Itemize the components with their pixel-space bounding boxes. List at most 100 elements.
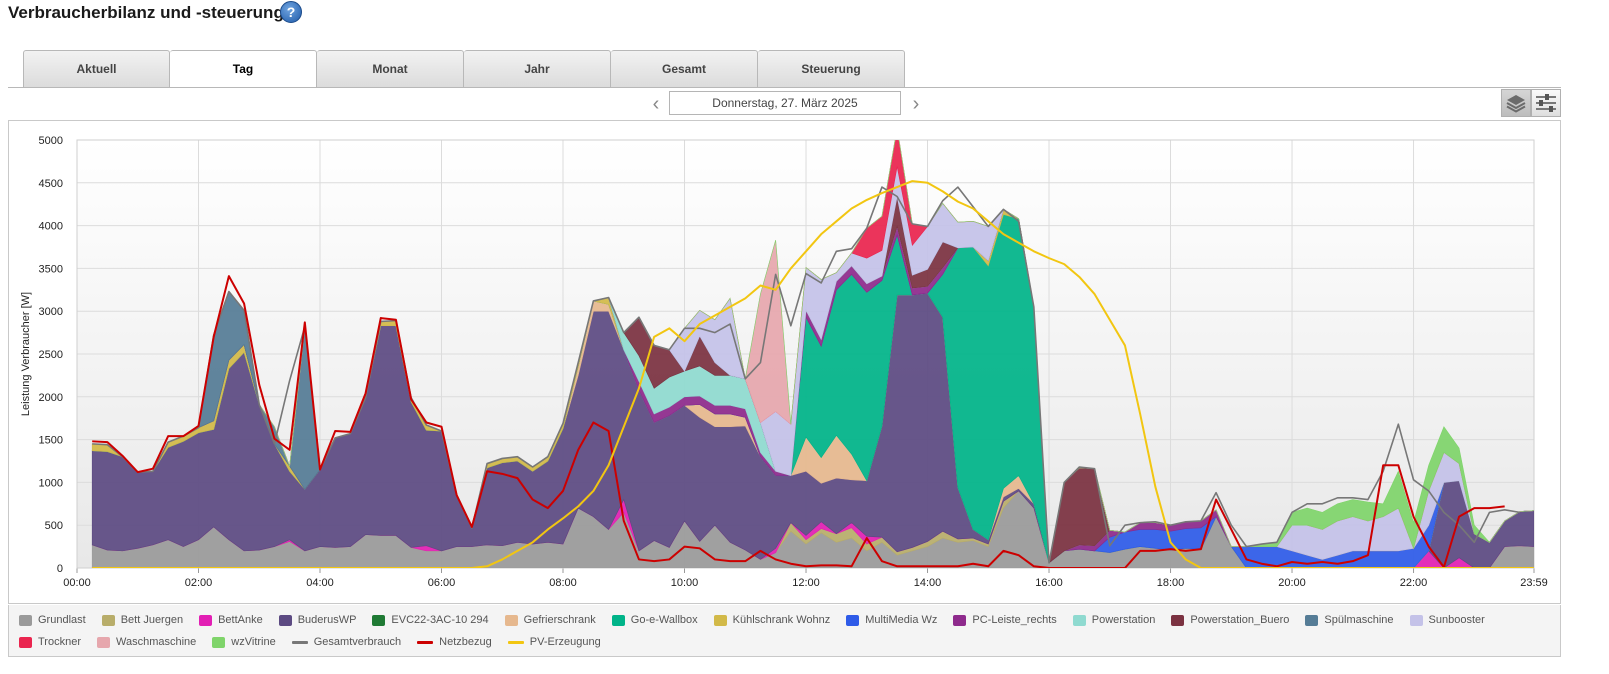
legend-swatch: [101, 614, 115, 626]
line-gesamtverbrauch: [92, 186, 1520, 564]
legend-item-gefrierschrank[interactable]: Gefrierschrank: [504, 613, 596, 627]
legend-label: Gesamtverbrauch: [313, 636, 402, 648]
legend-item-buderuswp[interactable]: BuderusWP: [278, 613, 357, 627]
tab-jahr[interactable]: Jahr: [464, 50, 611, 88]
x-tick-label-3: 06:00: [428, 577, 456, 589]
legend-swatch: [291, 640, 308, 644]
y-tick-label-6: 3000: [39, 306, 63, 318]
y-tick-label-9: 4500: [39, 178, 63, 190]
legend-label: BettAnke: [218, 614, 263, 626]
legend-item-powerstation-buero[interactable]: Powerstation_Buero: [1171, 613, 1289, 627]
tab-divider: [8, 87, 1561, 88]
y-tick-label-1: 500: [45, 520, 63, 532]
sliders-icon[interactable]: [1531, 89, 1561, 117]
y-tick-label-8: 4000: [39, 221, 63, 233]
x-tick-label-10: 20:00: [1278, 577, 1306, 589]
legend-swatch: [1072, 614, 1086, 626]
legend-label: Powerstation_Buero: [1190, 614, 1290, 626]
x-tick-label-1: 02:00: [185, 577, 213, 589]
legend-swatch: [199, 614, 213, 626]
legend-item-sp-lmaschine[interactable]: Spülmaschine: [1305, 613, 1394, 627]
tab-steuerung[interactable]: Steuerung: [758, 50, 905, 88]
legend-item-pv-erzeugung[interactable]: PV-Erzeugung: [507, 635, 601, 649]
x-tick-label-11: 22:00: [1400, 577, 1428, 589]
x-tick-label-5: 10:00: [671, 577, 699, 589]
legend-item-evc22-3ac-10-294[interactable]: EVC22-3AC-10 294: [372, 613, 489, 627]
series-group: [91, 140, 1534, 568]
x-tick-label-6: 12:00: [792, 577, 820, 589]
chevron-right-icon[interactable]: ›: [912, 93, 920, 115]
legend-swatch: [417, 640, 434, 644]
y-tick-label-7: 3500: [39, 263, 63, 275]
legend-swatch: [278, 614, 292, 626]
legend-item-multimedia-wz[interactable]: MultiMedia Wz: [846, 613, 937, 627]
x-tick-label-12: 23:59: [1520, 577, 1548, 589]
legend-swatch: [19, 614, 32, 626]
legend-label: Sunbooster: [1428, 614, 1485, 626]
legend-label: MultiMedia Wz: [865, 614, 938, 626]
tab-tag[interactable]: Tag: [170, 50, 317, 88]
legend-label: PC-Leiste_rechts: [972, 614, 1057, 626]
legend-item-wzvitrine[interactable]: wzVitrine: [212, 635, 276, 649]
legend-swatch: [507, 640, 524, 644]
layers-icon[interactable]: [1501, 89, 1531, 117]
y-tick-label-0: 0: [57, 563, 63, 575]
legend-item-waschmaschine[interactable]: Waschmaschine: [97, 635, 196, 649]
date-display[interactable]: Donnerstag, 27. März 2025: [669, 91, 901, 115]
x-tick-label-9: 18:00: [1157, 577, 1185, 589]
legend-item-go-e-wallbox[interactable]: Go-e-Wallbox: [611, 613, 698, 627]
legend-label: Kühlschrank Wohnz: [732, 614, 831, 626]
legend-item-powerstation[interactable]: Powerstation: [1072, 613, 1156, 627]
legend-item-trockner[interactable]: Trockner: [19, 635, 81, 649]
x-tick-label-8: 16:00: [1035, 577, 1063, 589]
x-tick-label-2: 04:00: [306, 577, 334, 589]
legend-swatch: [504, 614, 518, 626]
legend-swatch: [97, 636, 110, 648]
legend-label: Gefrierschrank: [523, 614, 596, 626]
legend-label: PV-Erzeugung: [529, 636, 601, 648]
tab-gesamt[interactable]: Gesamt: [611, 50, 758, 88]
help-icon[interactable]: ?: [280, 1, 302, 23]
legend-swatch: [713, 614, 727, 626]
legend-swatch: [1305, 614, 1319, 626]
consumption-chart: 0 500 1000 1500 2000 2500 3000 3500 4000 4500 5000…: [20, 135, 1548, 589]
legend-item-sunbooster[interactable]: Sunbooster: [1409, 613, 1485, 627]
x-tick-label-7: 14:00: [914, 577, 942, 589]
line-pv-erzeugung: [92, 180, 1534, 568]
legend-label: Grundlast: [38, 614, 86, 626]
x-tick-label-4: 08:00: [549, 577, 577, 589]
y-tick-label-10: 5000: [39, 135, 63, 147]
y-axis-label: Leistung Verbraucher [W]: [20, 292, 32, 416]
legend-label: Spülmaschine: [1324, 614, 1394, 626]
legend-item-netzbezug[interactable]: Netzbezug: [417, 635, 492, 649]
y-tick-label-4: 2000: [39, 392, 63, 404]
legend-swatch: [1171, 614, 1185, 626]
legend-item-bettanke[interactable]: BettAnke: [199, 613, 263, 627]
page-title: Verbraucherbilanz und -steuerung: [8, 3, 284, 22]
legend-swatch: [953, 614, 967, 626]
legend-label: Trockner: [38, 636, 81, 648]
y-tick-label-5: 2500: [39, 349, 63, 361]
legend-swatch: [846, 614, 860, 626]
chevron-left-icon[interactable]: ‹: [652, 93, 660, 115]
legend-item-gesamtverbrauch[interactable]: Gesamtverbrauch: [291, 635, 402, 649]
legend-item-bett-juergen[interactable]: Bett Juergen: [101, 613, 184, 627]
legend-label: Bett Juergen: [120, 614, 184, 626]
legend-label: Go-e-Wallbox: [630, 614, 698, 626]
legend-swatch: [372, 614, 386, 626]
legend-label: EVC22-3AC-10 294: [391, 614, 489, 626]
tab-bar: Aktuell Tag Monat Jahr Gesamt Steuerung: [23, 50, 905, 88]
legend-label: BuderusWP: [297, 614, 357, 626]
legend-label: Waschmaschine: [116, 636, 197, 648]
tab-aktuell[interactable]: Aktuell: [23, 50, 170, 88]
tab-monat[interactable]: Monat: [317, 50, 464, 88]
legend-swatch: [611, 614, 625, 626]
legend-item-grundlast[interactable]: Grundlast: [19, 613, 86, 627]
legend-item-k-hlschrank-wohnz[interactable]: Kühlschrank Wohnz: [713, 613, 831, 627]
legend-label: Powerstation: [1091, 614, 1156, 626]
legend-item-pc-leiste-rechts[interactable]: PC-Leiste_rechts: [953, 613, 1057, 627]
legend-swatch: [19, 636, 32, 648]
legend-label: wzVitrine: [231, 636, 276, 648]
y-tick-label-2: 1000: [39, 477, 63, 489]
y-tick-label-3: 1500: [39, 435, 63, 447]
